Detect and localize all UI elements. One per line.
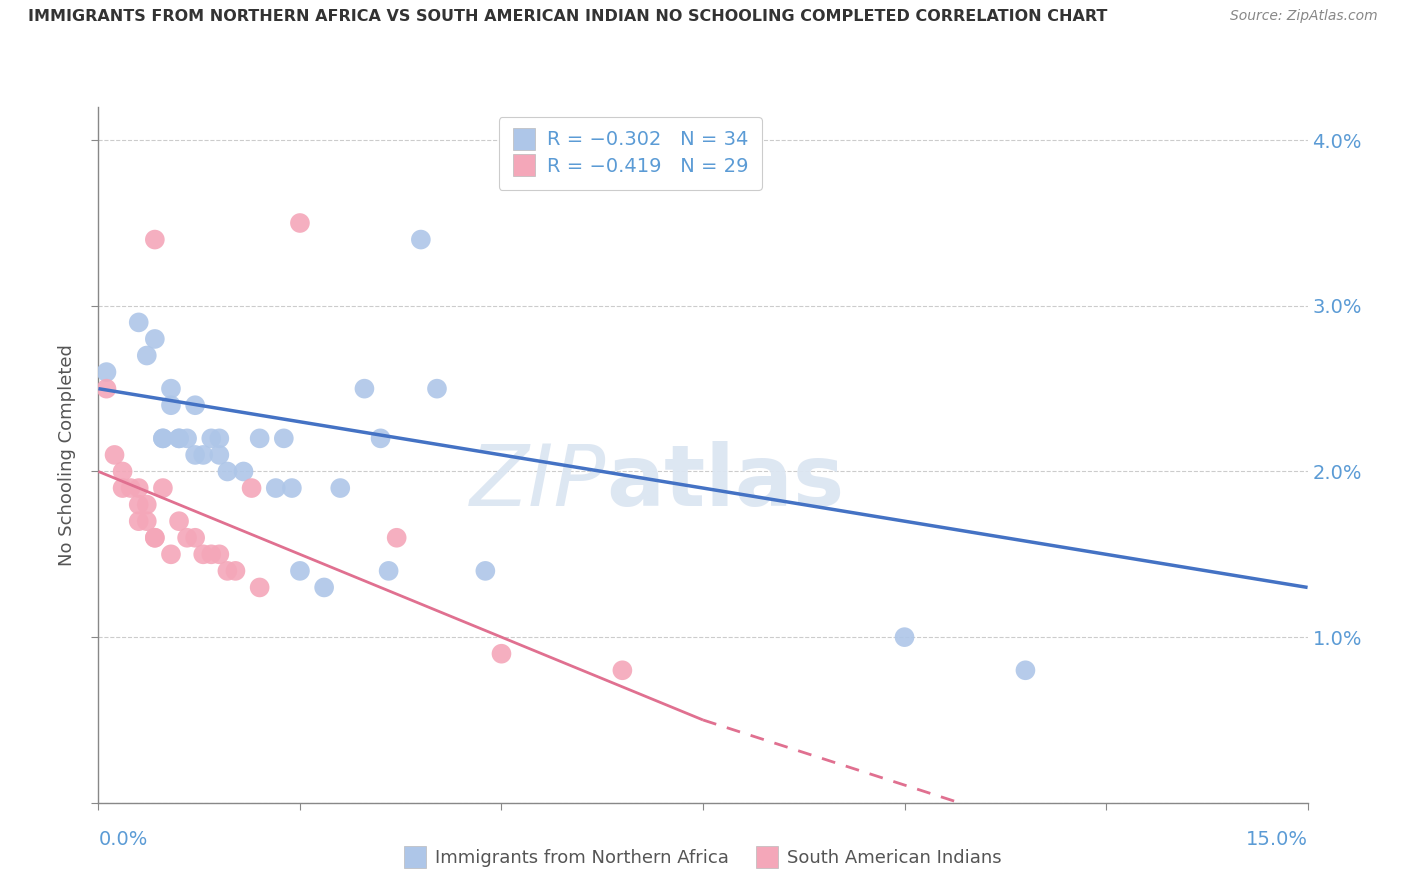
Point	[176, 531, 198, 545]
Point	[208, 448, 231, 462]
Point	[288, 564, 311, 578]
Point	[314, 581, 336, 595]
Point	[135, 349, 157, 363]
Point	[184, 398, 207, 412]
Point	[217, 564, 239, 578]
Y-axis label: No Schooling Completed: No Schooling Completed	[58, 344, 76, 566]
Point	[264, 481, 287, 495]
Point	[167, 431, 190, 445]
Point	[273, 431, 295, 445]
Point	[200, 431, 222, 445]
Point	[377, 564, 399, 578]
Point	[143, 531, 166, 545]
Point	[160, 547, 183, 561]
Point	[111, 481, 134, 495]
Point	[426, 382, 449, 396]
Point	[224, 564, 246, 578]
Point	[249, 431, 271, 445]
Point	[208, 431, 231, 445]
Point	[184, 531, 207, 545]
Point	[152, 481, 174, 495]
Point	[167, 431, 190, 445]
Point	[385, 531, 408, 545]
Point	[612, 663, 634, 677]
Point	[128, 514, 150, 528]
Point	[474, 564, 496, 578]
Point	[370, 431, 392, 445]
Point	[193, 448, 215, 462]
Text: IMMIGRANTS FROM NORTHERN AFRICA VS SOUTH AMERICAN INDIAN NO SCHOOLING COMPLETED : IMMIGRANTS FROM NORTHERN AFRICA VS SOUTH…	[28, 9, 1108, 24]
Point	[200, 547, 222, 561]
Point	[160, 398, 183, 412]
Point	[135, 514, 157, 528]
Point	[176, 431, 198, 445]
Point	[96, 382, 118, 396]
Point	[491, 647, 513, 661]
Point	[152, 431, 174, 445]
Point	[208, 547, 231, 561]
Point	[152, 431, 174, 445]
Point	[353, 382, 375, 396]
Legend: Immigrants from Northern Africa, South American Indians: Immigrants from Northern Africa, South A…	[398, 842, 1008, 874]
Text: ZIP: ZIP	[470, 442, 606, 524]
Point	[409, 233, 432, 247]
Point	[232, 465, 254, 479]
Point	[329, 481, 352, 495]
Point	[1014, 663, 1036, 677]
Text: Source: ZipAtlas.com: Source: ZipAtlas.com	[1230, 9, 1378, 23]
Point	[240, 481, 263, 495]
Point	[160, 382, 183, 396]
Point	[111, 465, 134, 479]
Point	[249, 581, 271, 595]
Point	[135, 498, 157, 512]
Point	[184, 448, 207, 462]
Point	[128, 498, 150, 512]
Point	[103, 448, 125, 462]
Point	[143, 233, 166, 247]
Point	[143, 531, 166, 545]
Point	[120, 481, 142, 495]
Point	[128, 315, 150, 329]
Point	[143, 332, 166, 346]
Point	[167, 514, 190, 528]
Point	[193, 547, 215, 561]
Text: 0.0%: 0.0%	[98, 830, 148, 848]
Text: 15.0%: 15.0%	[1246, 830, 1308, 848]
Text: atlas: atlas	[606, 442, 845, 524]
Legend: R = −0.302   N = 34, R = −0.419   N = 29: R = −0.302 N = 34, R = −0.419 N = 29	[499, 117, 762, 190]
Point	[281, 481, 304, 495]
Point	[128, 481, 150, 495]
Point	[893, 630, 915, 644]
Point	[288, 216, 311, 230]
Point	[217, 465, 239, 479]
Point	[96, 365, 118, 379]
